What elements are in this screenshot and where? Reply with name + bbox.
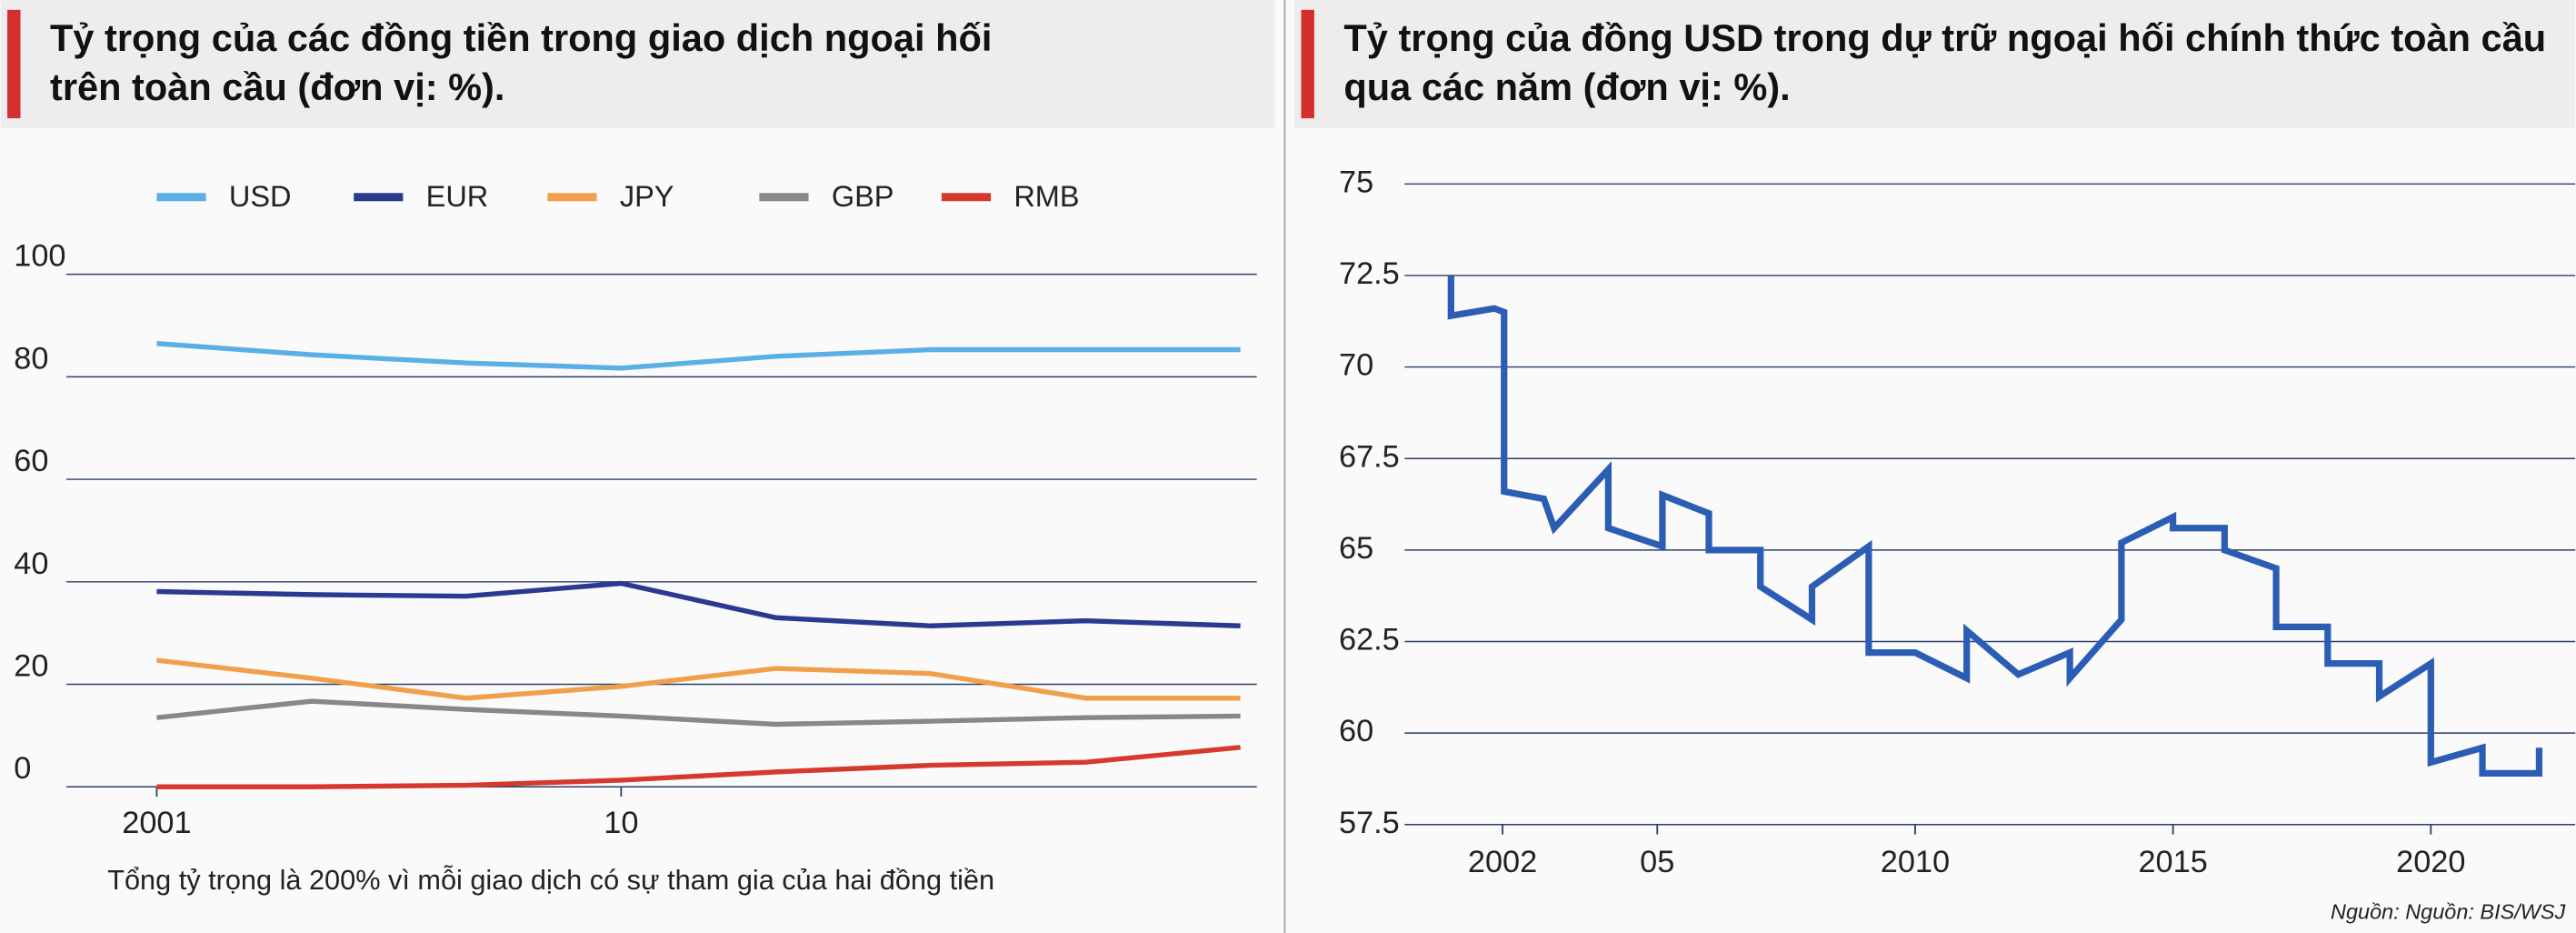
x-tick-label: 10: [604, 806, 638, 840]
y-tick-label: 20: [14, 649, 48, 684]
chart-title: Tỷ trọng của các đồng tiền trong giao dị…: [50, 16, 993, 109]
title-box: Tỷ trọng của đồng USD trong dự trữ ngoại…: [1343, 16, 2547, 109]
title-accent: [1301, 9, 1314, 119]
data-line: [156, 657, 1241, 701]
data-line: [156, 698, 1241, 727]
x-tick-label: 2010: [1881, 845, 1950, 879]
x-tick-label: 2002: [1468, 845, 1537, 879]
data-line: [156, 341, 1241, 371]
y-tick-label: 62.5: [1339, 623, 1400, 657]
y-tick-label: 40: [14, 547, 48, 581]
y-tick-label: 57.5: [1339, 806, 1400, 840]
x-tick-label: 2001: [122, 806, 191, 840]
legend-label: RMB: [1013, 180, 1079, 213]
header-left: [0, 0, 1275, 128]
y-tick-label: 70: [1339, 348, 1373, 383]
y-tick-label: 60: [1339, 714, 1373, 748]
title-box: Tỷ trọng của các đồng tiền trong giao dị…: [50, 16, 993, 109]
y-tick-label: 80: [14, 341, 48, 376]
data-line: [1447, 275, 2543, 778]
legend-label: GBP: [832, 180, 894, 213]
y-tick-label: 100: [14, 239, 65, 274]
legend-label: EUR: [426, 180, 489, 213]
y-tick-label: 67.5: [1339, 439, 1400, 474]
header-right: [1294, 0, 2576, 128]
chart-title: Tỷ trọng của đồng USD trong dự trữ ngoại…: [1343, 16, 2547, 109]
data-line: [156, 580, 1241, 628]
note: Tổng tỷ trọng là 200% vì mỗi giao dịch c…: [107, 864, 994, 896]
x-tick-label: 05: [1640, 845, 1674, 879]
y-tick-label: 0: [14, 751, 31, 786]
y-tick-label: 65: [1339, 531, 1373, 566]
legend-label: JPY: [620, 180, 674, 213]
source: Nguồn: Nguồn: BIS/WSJ: [2331, 900, 2566, 924]
legend-label: USD: [229, 180, 292, 213]
y-tick-label: 60: [14, 444, 48, 478]
y-tick-label: 72.5: [1339, 256, 1400, 291]
title-accent: [7, 9, 21, 119]
data-line: [156, 745, 1241, 789]
x-tick-label: 2015: [2138, 845, 2207, 879]
y-tick-label: 75: [1339, 165, 1373, 199]
x-tick-label: 2020: [2396, 845, 2465, 879]
